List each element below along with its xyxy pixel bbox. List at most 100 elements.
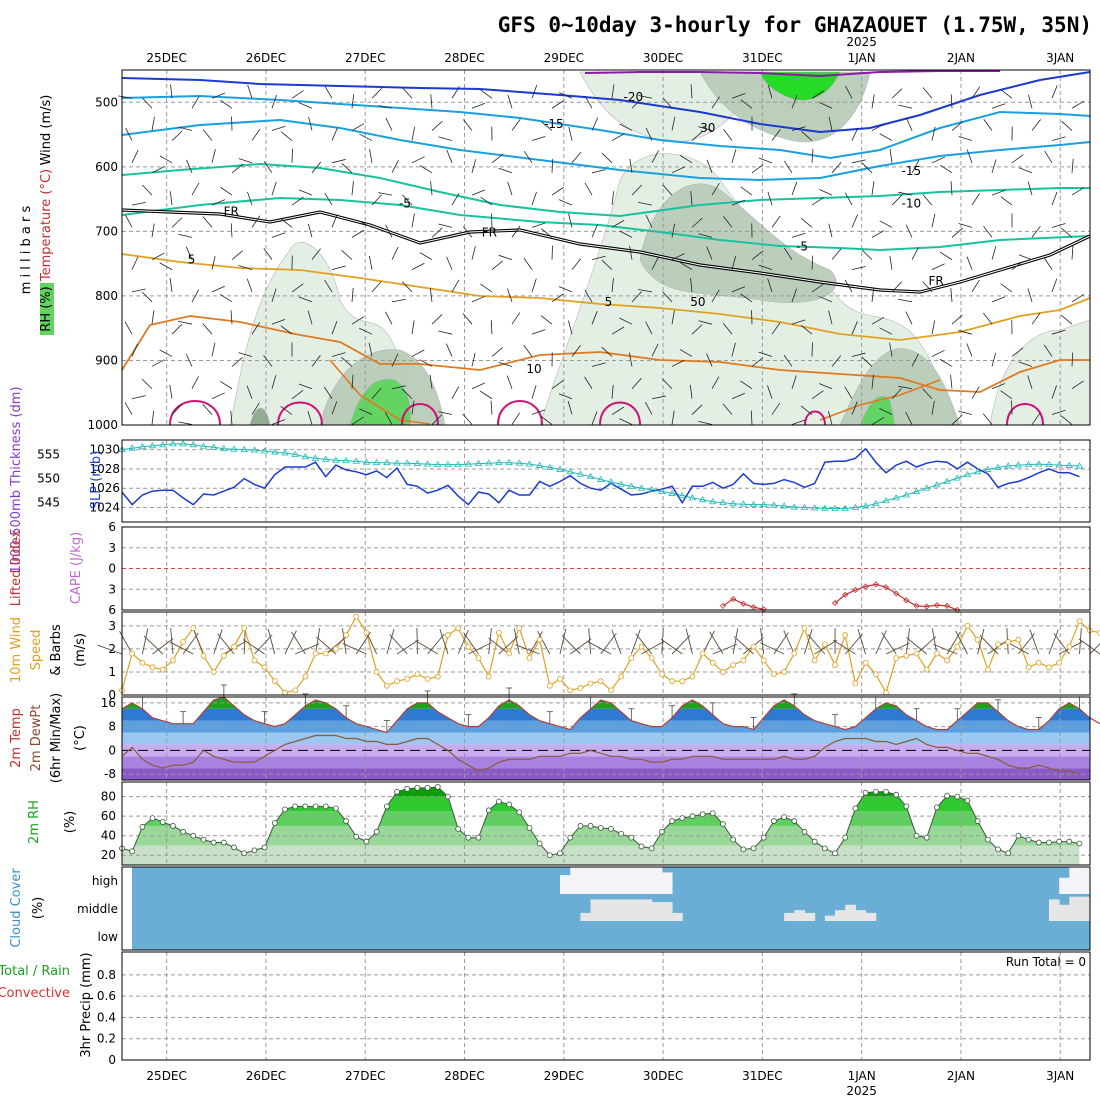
wind-barb — [280, 131, 293, 141]
wind10-speed-line-marker — [282, 689, 288, 696]
lifted-index-marker — [760, 606, 767, 613]
thickness-axis-label: 1000-500mb Thickness (dm) — [9, 386, 24, 573]
wind-barb — [638, 94, 653, 99]
temp-panel-frame — [121, 696, 1091, 781]
thickness-line-marker — [678, 491, 686, 498]
wind-barb — [1011, 347, 1024, 357]
wind-barb — [462, 413, 473, 425]
cloud-mid-block — [865, 912, 877, 921]
wind-barb — [541, 121, 553, 131]
rh-band — [122, 811, 1080, 826]
wind-barb — [828, 223, 833, 238]
thickness-line-marker — [352, 457, 360, 464]
thickness-line-marker — [627, 482, 636, 489]
wind10-barb — [315, 636, 337, 655]
thickness-line-marker — [311, 454, 320, 461]
wind-barb — [691, 404, 703, 415]
wind10-barb — [97, 644, 123, 655]
rh2m-line-marker — [526, 824, 533, 831]
wind-barb — [298, 102, 313, 109]
temp-axis-label-3: (6hr Min/Max) — [49, 693, 64, 783]
freezing-level-line-core — [121, 209, 1091, 293]
wind-barb — [324, 85, 333, 99]
wind-barb — [871, 374, 874, 389]
wind-barb — [828, 116, 833, 131]
wind10-barb — [807, 634, 826, 655]
precip-axis-label: 3hr Precip (mm) — [79, 952, 94, 1057]
wind10-speed-line — [121, 615, 1100, 695]
wind-barb — [231, 163, 244, 174]
wind-barb — [280, 405, 293, 415]
wind-axis-label: Wind (m/s) — [39, 95, 54, 166]
thickness-line-marker — [1014, 461, 1023, 468]
rh-tick-label: 60 — [101, 809, 116, 823]
thickness-line-marker — [760, 500, 768, 508]
wind-barb — [1051, 223, 1066, 228]
thickness-line-marker — [454, 460, 462, 467]
wind-barb — [171, 130, 183, 141]
rh2m-line-marker — [923, 834, 930, 841]
wind-barb — [351, 229, 365, 238]
wind-barb — [568, 213, 573, 228]
wind-barb — [1071, 100, 1085, 109]
wind-barb — [511, 225, 521, 238]
thickness-line-marker — [882, 496, 890, 504]
thickness-line-marker — [933, 481, 941, 488]
wind10-speed-line-marker — [934, 650, 940, 657]
wind10-speed-line-marker — [791, 650, 798, 657]
thickness-line-marker — [556, 465, 564, 472]
wind-barb — [178, 126, 193, 131]
thickness-line-marker — [362, 458, 371, 465]
wind-barb — [1061, 120, 1073, 131]
cloud-high-block — [570, 867, 581, 894]
wind-barb — [438, 330, 453, 335]
thickness-line-marker — [1075, 462, 1084, 469]
wind-barb — [271, 375, 277, 389]
wind-barb — [706, 159, 713, 173]
rh2m-line-marker — [139, 824, 146, 830]
wind-barb — [191, 376, 199, 389]
wind10-speed-line-marker — [261, 664, 268, 671]
wind10-speed-line-marker — [832, 662, 838, 668]
wind-barb — [131, 288, 146, 293]
lifted-index-line — [834, 583, 958, 611]
wind-barb — [801, 218, 813, 228]
wind-barb — [411, 156, 425, 164]
wind-barb — [931, 400, 935, 415]
wind10-speed-line-marker — [149, 664, 156, 671]
wind10-barb — [561, 635, 581, 655]
wind-barb — [169, 277, 173, 292]
wind-barb — [671, 116, 676, 131]
wind-barb — [211, 392, 225, 400]
rh2m-line-marker — [261, 844, 268, 851]
wind-barb — [771, 129, 781, 141]
wind10-barb — [1053, 632, 1070, 655]
isotherm-label: -5 — [399, 196, 411, 210]
wind-tick-label: 0 — [108, 688, 116, 702]
wind10-speed-line-marker — [343, 632, 349, 638]
wind-barb — [202, 129, 213, 141]
wind10-speed-line-marker — [648, 655, 655, 662]
wind-barb — [430, 94, 433, 109]
wind-barb — [211, 255, 216, 270]
wind-barb — [651, 395, 666, 400]
wind-barb — [871, 287, 875, 302]
wind-barb — [378, 192, 393, 196]
rh2m-line-marker — [1025, 836, 1032, 843]
wind10-speed-line-marker — [271, 678, 278, 685]
thickness-line-marker — [179, 440, 187, 447]
wind-barb — [1018, 361, 1033, 367]
cloud-mid-block — [824, 915, 836, 921]
wind-barb — [430, 181, 433, 196]
wind-barb — [800, 405, 813, 415]
wind-barb — [251, 128, 261, 141]
cloud-mid-block — [794, 910, 805, 921]
wind-barb — [791, 126, 806, 131]
temp-tick-label: 16 — [101, 696, 116, 710]
wind-barb — [851, 127, 859, 141]
wind-barb — [471, 102, 486, 109]
wind-barb — [171, 217, 183, 228]
rh2m-line-marker — [282, 806, 288, 813]
lifted-index-marker — [944, 602, 951, 609]
